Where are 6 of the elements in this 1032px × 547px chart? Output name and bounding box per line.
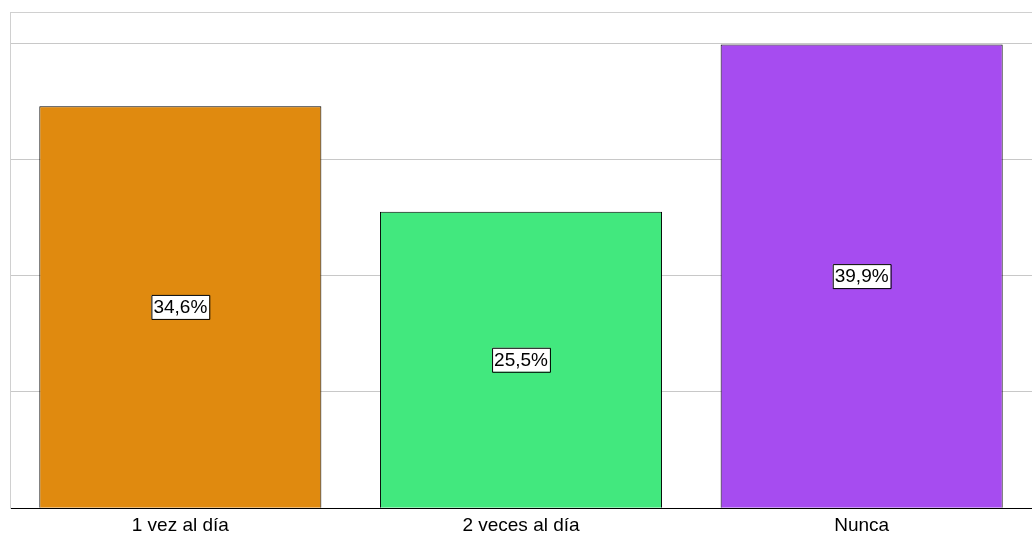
data-label: 25,5% [494,349,549,371]
x-tick-label: 1 vez al día [131,513,230,535]
data-label: 39,9% [834,265,889,287]
data-label: 34,6% [153,296,208,318]
x-tick-label: 2 veces al día [462,513,581,535]
x-tick-label: Nunca [834,513,890,535]
